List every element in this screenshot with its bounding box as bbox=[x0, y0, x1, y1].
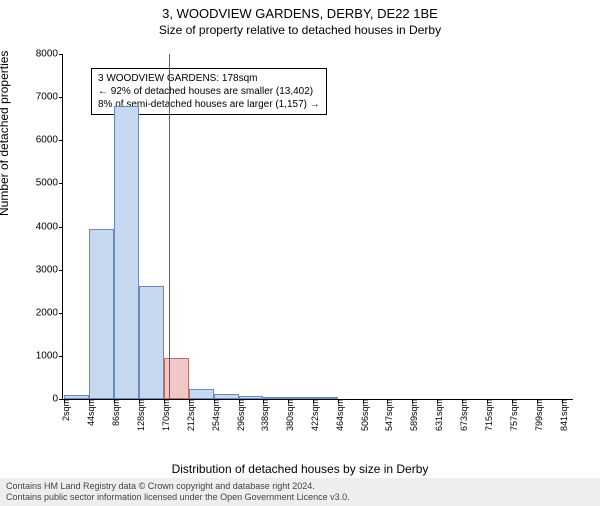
xtick-label: 86sqm bbox=[107, 399, 121, 426]
xtick-label: 422sqm bbox=[306, 399, 320, 431]
ytick-label: 7000 bbox=[36, 92, 63, 103]
ytick-label: 1000 bbox=[36, 350, 63, 361]
chart-title: 3, WOODVIEW GARDENS, DERBY, DE22 1BE bbox=[0, 6, 600, 21]
chart-subtitle: Size of property relative to detached ho… bbox=[0, 23, 600, 37]
ytick-label: 5000 bbox=[36, 178, 63, 189]
histogram-bar bbox=[89, 229, 114, 399]
xtick-label: 841sqm bbox=[555, 399, 569, 431]
x-axis-label: Distribution of detached houses by size … bbox=[0, 462, 600, 476]
ytick-label: 3000 bbox=[36, 264, 63, 275]
xtick-label: 128sqm bbox=[132, 399, 146, 431]
ytick-label: 6000 bbox=[36, 135, 63, 146]
xtick-label: 2sqm bbox=[57, 399, 71, 421]
footer-attribution: Contains HM Land Registry data © Crown c… bbox=[0, 478, 600, 506]
xtick-label: 380sqm bbox=[281, 399, 295, 431]
histogram-bar bbox=[263, 397, 288, 399]
xtick-label: 799sqm bbox=[530, 399, 544, 431]
xtick-label: 589sqm bbox=[405, 399, 419, 431]
xtick-label: 715sqm bbox=[480, 399, 494, 431]
y-axis-label: Number of detached properties bbox=[0, 51, 11, 216]
figure-container: 3, WOODVIEW GARDENS, DERBY, DE22 1BE Siz… bbox=[0, 6, 600, 506]
xtick-label: 212sqm bbox=[182, 399, 196, 431]
xtick-label: 44sqm bbox=[82, 399, 96, 426]
histogram-bar bbox=[114, 106, 139, 399]
xtick-label: 338sqm bbox=[256, 399, 270, 431]
xtick-label: 254sqm bbox=[207, 399, 221, 431]
histogram-bar bbox=[164, 358, 189, 399]
histogram-bar bbox=[214, 394, 239, 399]
ytick-label: 8000 bbox=[36, 49, 63, 60]
histogram-bar bbox=[189, 389, 214, 399]
histogram-bar bbox=[313, 397, 338, 399]
xtick-label: 506sqm bbox=[356, 399, 370, 431]
annotation-line: ← 92% of detached houses are smaller (13… bbox=[98, 85, 320, 98]
ytick-label: 2000 bbox=[36, 307, 63, 318]
xtick-label: 464sqm bbox=[331, 399, 345, 431]
xtick-label: 757sqm bbox=[505, 399, 519, 431]
annotation-line: 3 WOODVIEW GARDENS: 178sqm bbox=[98, 72, 320, 85]
footer-line: Contains public sector information licen… bbox=[6, 492, 594, 503]
ytick-label: 4000 bbox=[36, 221, 63, 232]
histogram-bar bbox=[64, 395, 89, 399]
xtick-label: 170sqm bbox=[157, 399, 171, 431]
xtick-label: 631sqm bbox=[430, 399, 444, 431]
xtick-label: 296sqm bbox=[232, 399, 246, 431]
histogram-bar bbox=[288, 397, 313, 399]
plot-area: 3 WOODVIEW GARDENS: 178sqm ← 92% of deta… bbox=[62, 54, 573, 400]
histogram-bar bbox=[139, 286, 164, 399]
xtick-label: 547sqm bbox=[380, 399, 394, 431]
histogram-bar bbox=[239, 396, 264, 399]
xtick-label: 673sqm bbox=[455, 399, 469, 431]
reference-line bbox=[169, 54, 170, 399]
footer-line: Contains HM Land Registry data © Crown c… bbox=[6, 481, 594, 492]
